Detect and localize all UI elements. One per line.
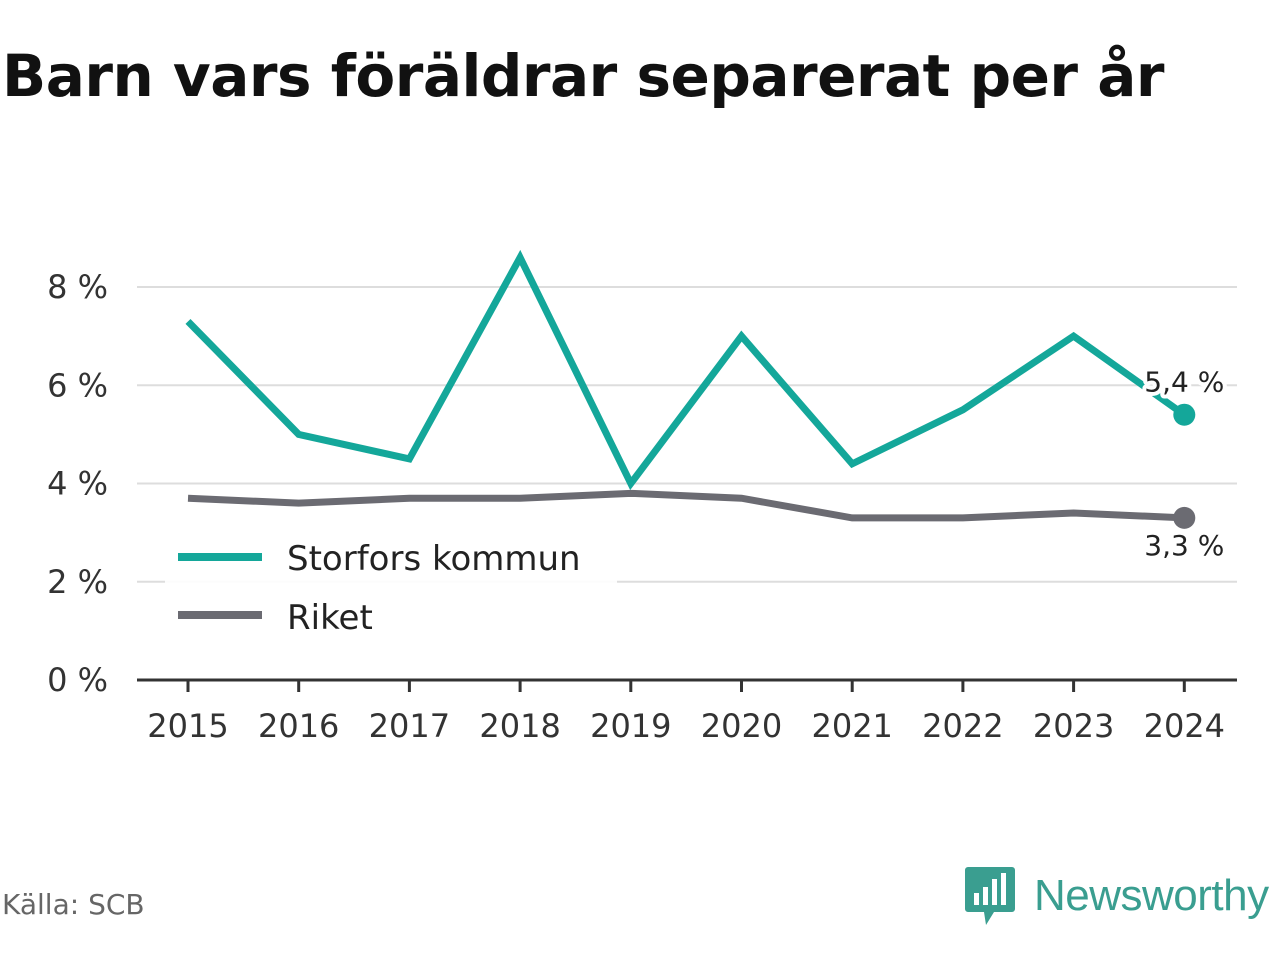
x-tick-label: 2024	[1144, 707, 1225, 745]
y-tick-label: 2 %	[47, 563, 108, 601]
x-tick-label: 2021	[811, 707, 892, 745]
y-axis-tick-labels: 0 % 2 % 4 % 6 % 8 %	[47, 268, 108, 699]
end-label-storfors-kommun: 5,4 %	[1144, 366, 1224, 399]
y-tick-label: 0 %	[47, 661, 108, 699]
series-line-riket	[187, 489, 1185, 522]
chart-title: Barn vars föräldrar separerat per år	[2, 42, 1164, 110]
legend-label-riket: Riket	[287, 598, 373, 638]
x-tick-label: 2019	[590, 707, 671, 745]
x-axis-ticks: 2015 2016 2017 2018 2019 2020 2021 2022 2023 2024	[147, 680, 1225, 745]
x-tick-label: 2022	[922, 707, 1003, 745]
end-point-storfors-kommun	[1173, 403, 1196, 426]
x-tick-label: 2020	[701, 707, 782, 745]
brand-logo: Newsworthy	[964, 864, 1269, 928]
x-tick-label: 2023	[1033, 707, 1114, 745]
end-label-halo: 5,4 %	[1144, 366, 1224, 399]
legend: Storfors kommun Riket	[165, 528, 617, 638]
x-tick-label: 2015	[147, 707, 228, 745]
y-tick-label: 4 %	[47, 465, 108, 503]
series-lines: 3,3 %5,4 %5,4 %	[185, 249, 1228, 562]
x-tick-label: 2017	[369, 707, 450, 745]
legend-background	[165, 528, 617, 638]
legend-label-storfors-kommun: Storfors kommun	[287, 539, 581, 579]
series-line-storfors-kommun	[185, 249, 1187, 491]
end-label-riket: 3,3 %	[1144, 529, 1224, 562]
end-point-riket	[1173, 506, 1196, 529]
x-tick-label: 2016	[258, 707, 339, 745]
bar-chart-speech-bubble-icon	[965, 867, 1015, 925]
source-label: Källa: SCB	[2, 888, 145, 921]
brand-name: Newsworthy	[1034, 871, 1269, 920]
x-tick-label: 2018	[479, 707, 560, 745]
y-tick-label: 6 %	[47, 366, 108, 404]
y-tick-label: 8 %	[47, 268, 108, 306]
